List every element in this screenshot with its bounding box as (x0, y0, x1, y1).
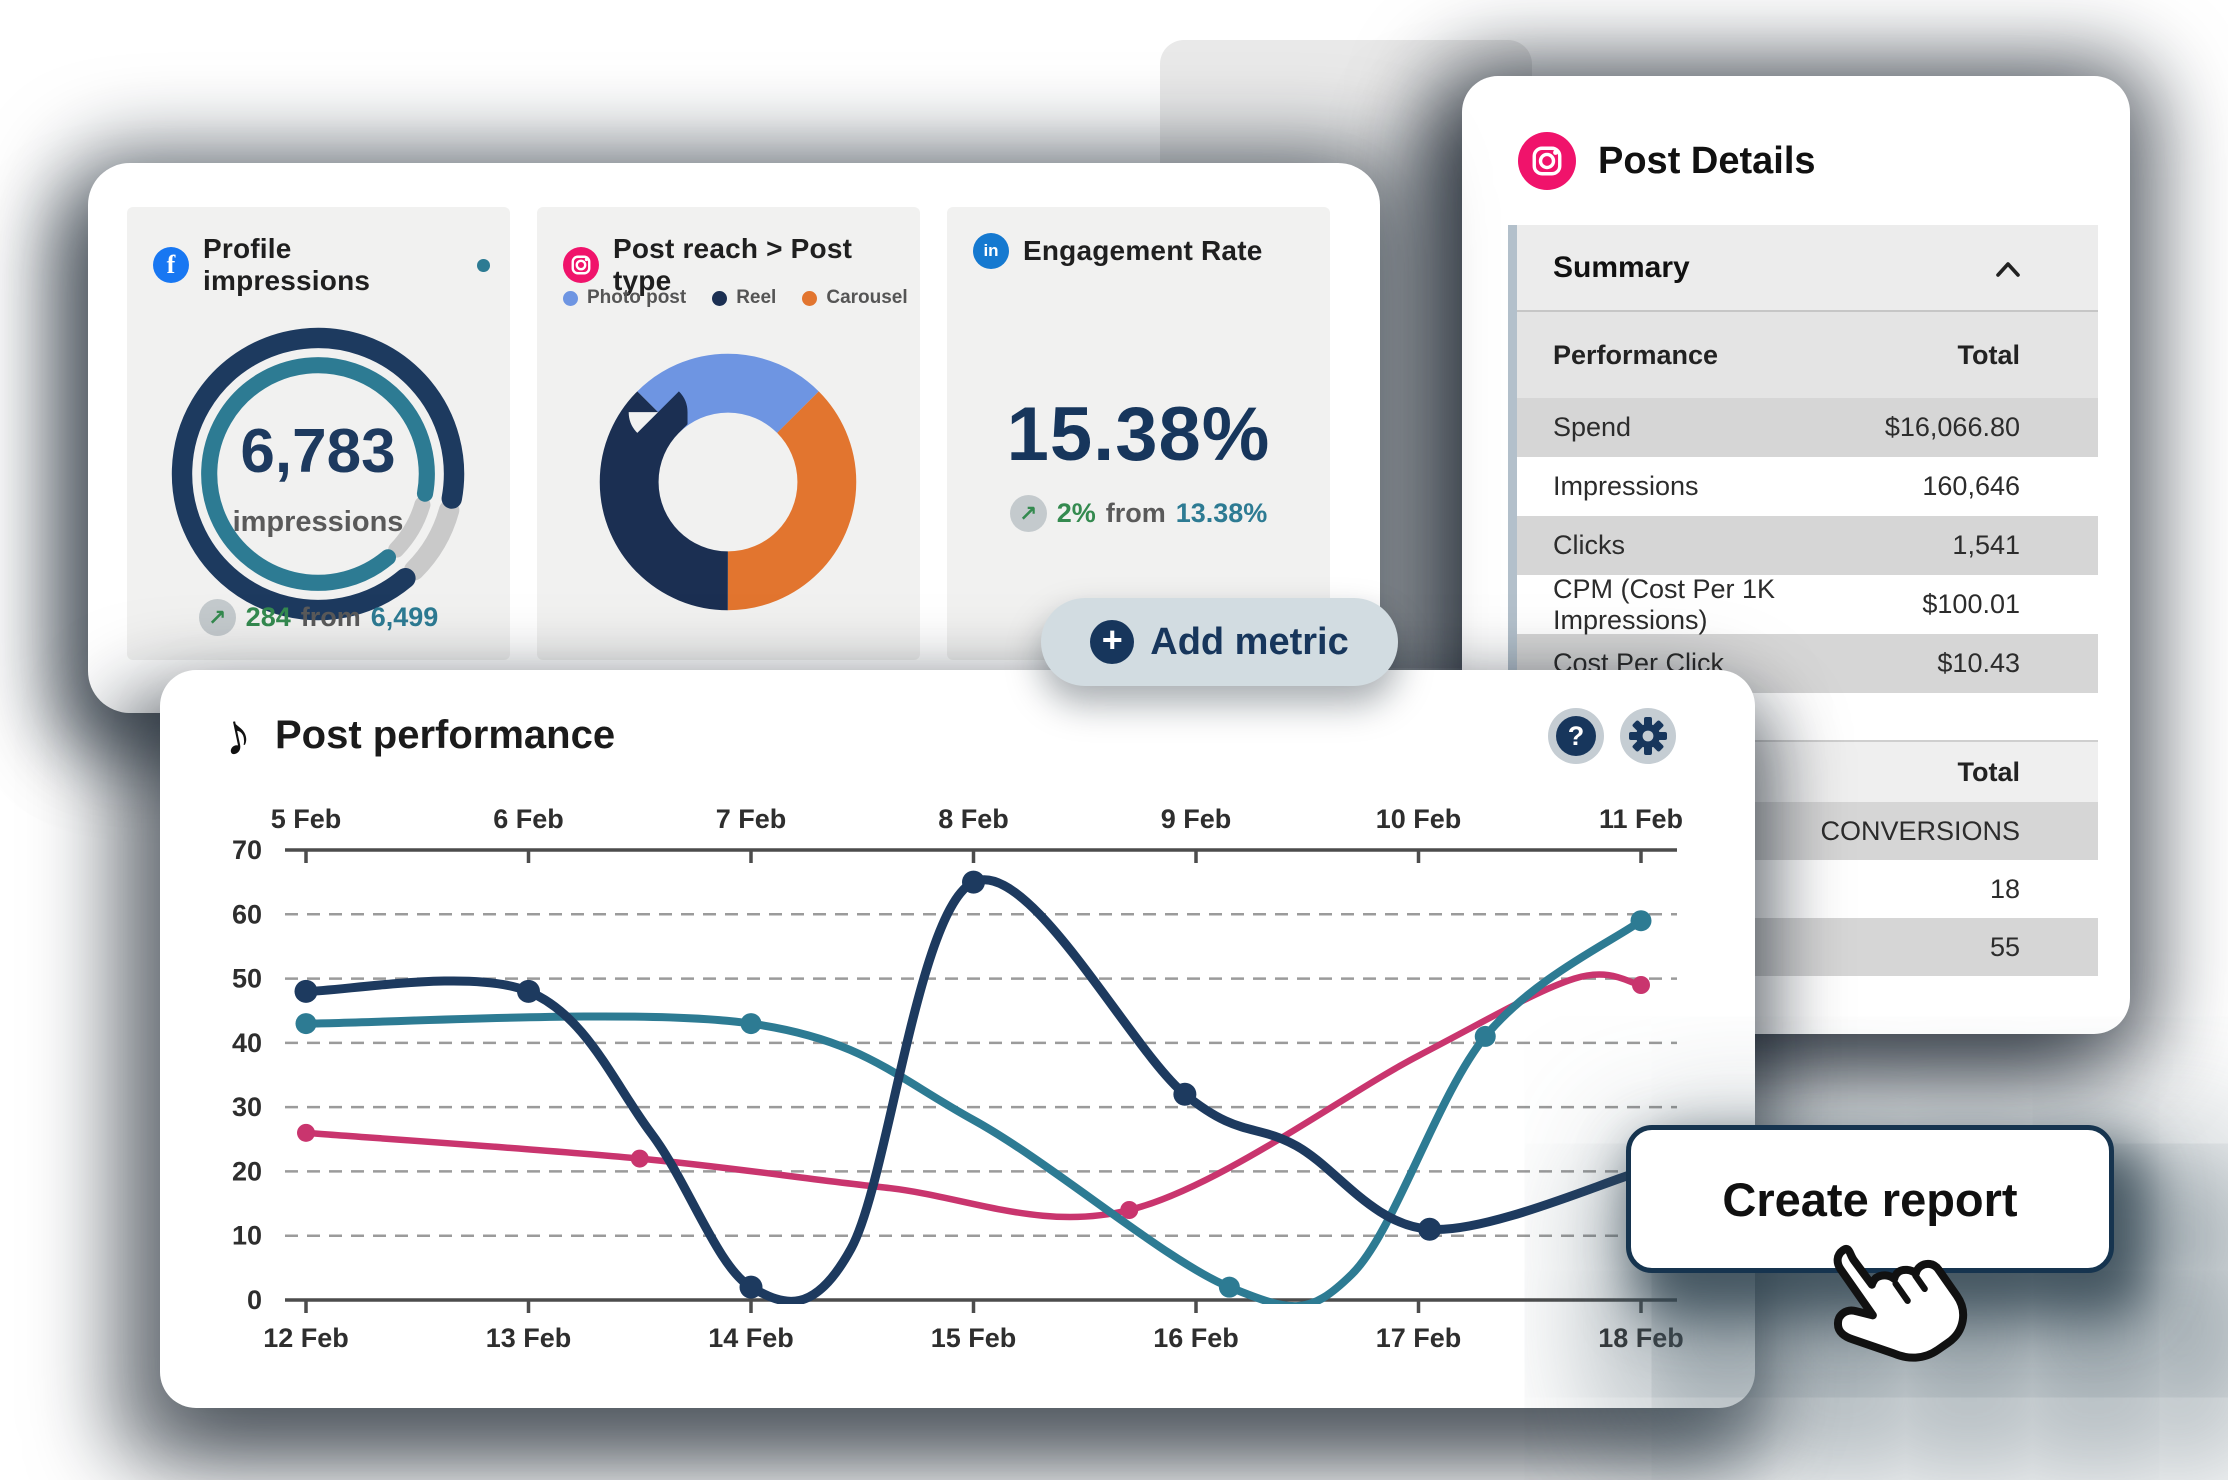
metric-value: $10.43 (1937, 648, 2020, 678)
svg-text:17 Feb: 17 Feb (1376, 1323, 1462, 1353)
create-report-label: Create report (1722, 1172, 2018, 1226)
metric-value: 160,646 (1922, 471, 2020, 501)
svg-text:16 Feb: 16 Feb (1153, 1323, 1239, 1353)
svg-text:15 Feb: 15 Feb (931, 1323, 1017, 1353)
svg-text:30: 30 (232, 1092, 262, 1122)
question-icon: ? (1556, 716, 1596, 756)
summary-label: Summary (1553, 250, 1690, 284)
card-title: Profile impressions (203, 233, 371, 296)
legend-dot (802, 290, 818, 306)
table-row: Spend $16,066.80 (1517, 398, 2098, 457)
trend-up-icon: ↗ (198, 599, 236, 636)
delta-change: 2% (1056, 498, 1096, 528)
svg-text:14 Feb: 14 Feb (708, 1323, 794, 1353)
post-performance-panel: ♪ Post performance ? 5 Feb 12 Feb 6 Feb 13 … (160, 670, 1755, 1408)
gauge-value: 6,783 (240, 417, 396, 486)
delta-from-word: from (1105, 498, 1166, 528)
table-row: CPM (Cost Per 1K Impressions) $100.01 (1517, 573, 2098, 635)
svg-text:6 Feb: 6 Feb (493, 804, 564, 834)
legend-item: Carousel (802, 287, 908, 309)
engagement-rate-value: 15.38% (1006, 392, 1271, 477)
add-metric-button[interactable]: + Add metric (1041, 598, 1398, 686)
plus-icon: + (1090, 620, 1135, 664)
chevron-up-icon[interactable] (1996, 251, 2020, 285)
card-title: Engagement Rate (1023, 235, 1263, 266)
create-report-button[interactable]: Create report (1626, 1125, 2114, 1273)
svg-text:0: 0 (247, 1285, 262, 1315)
linkedin-icon: in (973, 233, 1009, 269)
svg-text:7 Feb: 7 Feb (716, 804, 787, 834)
legend-item: Reel (712, 287, 776, 309)
trend-up-icon: ↗ (1009, 495, 1047, 532)
summary-table: Summary Performance Total Spend $16,066.8… (1508, 225, 2098, 693)
engagement-rate-card: in Engagement Rate 15.38% ↗ 2% from 13.3… (947, 207, 1330, 660)
metric-label: Spend (1553, 412, 1632, 442)
svg-text:40: 40 (232, 1028, 262, 1058)
delta-from-word: from (300, 602, 361, 632)
metric-label: CPM (Cost Per 1K Impressions) (1553, 573, 1776, 635)
svg-text:70: 70 (232, 835, 262, 865)
card-status-dot (477, 258, 490, 272)
instagram-icon (563, 247, 599, 283)
post-details-panel: Post Details Summary Performance Total S… (1462, 76, 2130, 1034)
cursor-hand-icon (1833, 1245, 1968, 1362)
add-metric-label: Add metric (1150, 620, 1349, 663)
post-reach-card: Post reach > Post type Photo post Reel C… (537, 207, 920, 660)
donut-legend: Photo post Reel Carousel (563, 287, 908, 309)
performance-line-chart: 5 Feb 12 Feb 6 Feb 13 Feb 7 Feb 14 Feb 8 Feb 15… (232, 804, 1684, 1353)
legend-item: Photo post (563, 287, 686, 309)
svg-text:50: 50 (232, 964, 262, 994)
instagram-icon (1518, 132, 1576, 190)
svg-text:18 Feb: 18 Feb (1598, 1323, 1684, 1353)
svg-text:11 Feb: 11 Feb (1599, 804, 1683, 834)
metric-label: Impressions (1553, 471, 1699, 501)
svg-text:13 Feb: 13 Feb (486, 1323, 572, 1353)
legend-dot (563, 290, 578, 306)
card-title: Post reach > Post type (613, 233, 853, 296)
legend-dot (712, 290, 728, 306)
profile-impressions-card: f Profile impressions 6,783 impressions … (127, 207, 510, 660)
gear-icon (1629, 717, 1667, 755)
impressions-gauge: 6,783 impressions (148, 304, 488, 644)
svg-text:8 Feb: 8 Feb (938, 804, 1009, 834)
delta-row: ↗ 2% from 13.38% (947, 495, 1330, 532)
metric-label: Clicks (1553, 530, 1625, 560)
delta-change: 284 (245, 602, 291, 632)
svg-text:10 Feb: 10 Feb (1376, 804, 1462, 834)
svg-text:5 Feb: 5 Feb (271, 804, 342, 834)
delta-previous: 13.38% (1175, 498, 1268, 528)
svg-text:9 Feb: 9 Feb (1161, 804, 1232, 834)
delta-previous: 6,499 (370, 602, 439, 632)
svg-text:10: 10 (232, 1221, 262, 1251)
svg-text:60: 60 (232, 899, 262, 929)
post-type-donut-chart (593, 347, 863, 617)
post-details-title: Post Details (1598, 139, 1816, 182)
table-row: Impressions 160,646 (1517, 457, 2098, 516)
delta-row: ↗ 284 from 6,499 (127, 599, 510, 636)
post-details-header: Post Details (1518, 132, 1816, 190)
column-performance: Performance (1553, 339, 1719, 370)
metric-value: $16,066.80 (1884, 412, 2020, 442)
table-row: Clicks 1,541 (1517, 516, 2098, 575)
metric-value: 1,541 (1952, 530, 2020, 560)
settings-button[interactable] (1620, 708, 1676, 764)
column-total: Total (1957, 339, 2021, 370)
summary-section-header[interactable]: Summary (1517, 225, 2098, 312)
svg-text:12 Feb: 12 Feb (263, 1323, 349, 1353)
facebook-icon: f (153, 247, 189, 283)
post-performance-title: Post performance (275, 712, 616, 757)
metric-value: $100.01 (1922, 589, 2020, 619)
svg-text:20: 20 (232, 1156, 262, 1186)
gauge-unit: impressions (232, 506, 404, 538)
summary-table-header: Performance Total (1517, 312, 2098, 398)
help-button[interactable]: ? (1548, 708, 1604, 764)
